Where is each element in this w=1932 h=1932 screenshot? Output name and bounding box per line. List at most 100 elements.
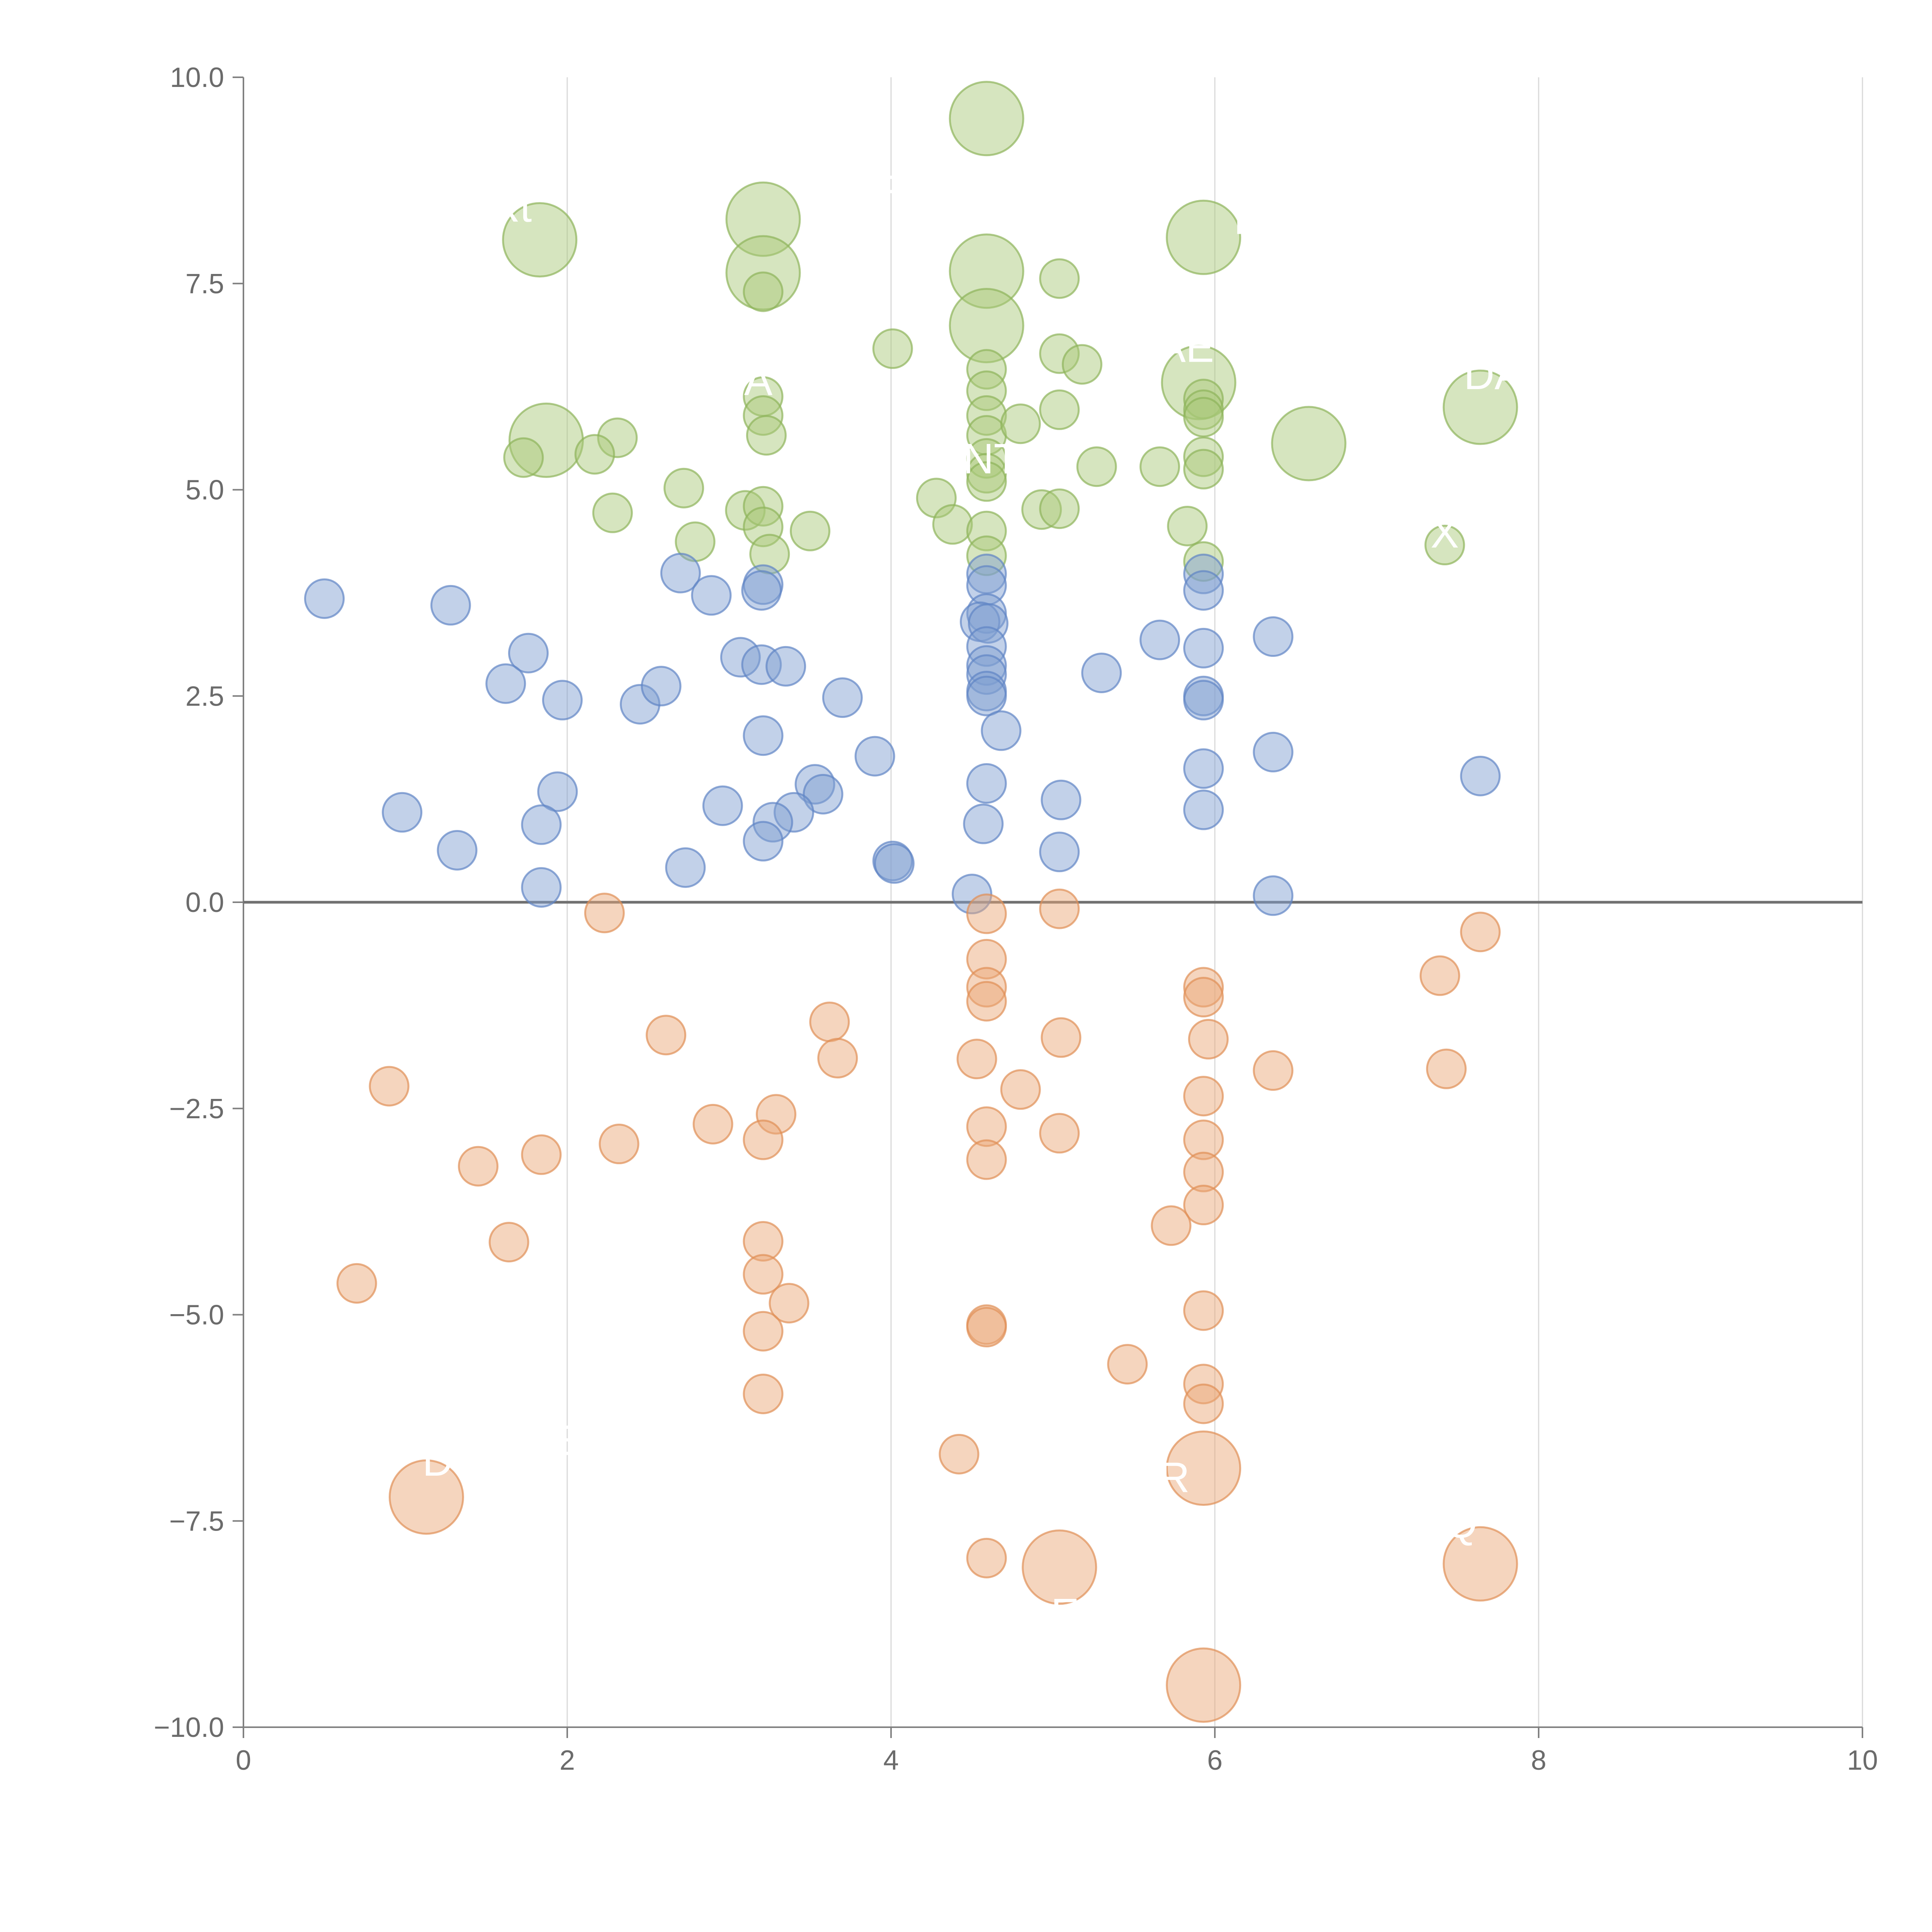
- data-point-blue: [702, 785, 743, 826]
- data-point-orange: [521, 1134, 562, 1175]
- data-point-orange: [1183, 1151, 1224, 1192]
- data-point-orange: [743, 1119, 784, 1160]
- y-tick-label: 5.0: [185, 475, 224, 506]
- y-tick-label: −5.0: [169, 1300, 224, 1331]
- data-point-orange: [388, 1459, 464, 1535]
- data-point-green: [1167, 505, 1208, 546]
- data-point-orange: [743, 1254, 784, 1295]
- x-tick-label: 0: [236, 1745, 251, 1776]
- data-point-blue: [966, 654, 1007, 695]
- data-point-green: [1183, 397, 1224, 438]
- data-point-green: [503, 437, 544, 478]
- data-point-blue: [1253, 616, 1294, 657]
- data-point-blue: [743, 715, 784, 756]
- data-point-blue: [803, 774, 844, 815]
- data-point-orange: [1022, 1529, 1097, 1605]
- x-tick-label: 2: [560, 1745, 575, 1776]
- data-point-blue: [854, 736, 895, 777]
- data-point-orange: [1183, 1383, 1224, 1424]
- data-point-green: [746, 415, 787, 456]
- x-tick-label: 8: [1531, 1745, 1546, 1776]
- data-point-blue: [822, 677, 863, 718]
- annotation-label: DE: [1020, 1590, 1079, 1638]
- data-point-orange: [966, 893, 1007, 934]
- y-tick-label: 7.5: [185, 269, 224, 299]
- data-point-green: [1000, 403, 1041, 444]
- y-tick-label: 10.0: [170, 62, 224, 93]
- annotation-label: LE: [533, 1417, 585, 1464]
- data-point-green: [966, 535, 1007, 576]
- data-point-green: [663, 468, 704, 509]
- data-point-blue: [1039, 832, 1080, 872]
- data-point-blue: [537, 771, 578, 812]
- data-point-green: [1039, 488, 1080, 529]
- data-point-green: [1021, 489, 1062, 530]
- data-point-blue: [765, 646, 806, 687]
- data-point-green: [1161, 345, 1236, 420]
- data-point-blue: [966, 763, 1007, 804]
- data-point-orange: [1183, 977, 1224, 1018]
- data-point-orange: [966, 967, 1007, 1008]
- data-point-blue: [1183, 789, 1224, 830]
- data-point-green: [1183, 436, 1224, 477]
- y-tick-label: −10.0: [154, 1712, 224, 1743]
- data-point-orange: [488, 1222, 529, 1263]
- data-point-green: [743, 507, 784, 548]
- data-point-green: [1271, 406, 1347, 481]
- data-point-orange: [817, 1038, 858, 1079]
- data-point-green: [1442, 369, 1518, 445]
- data-point-blue: [641, 666, 682, 707]
- data-point-blue: [665, 847, 706, 888]
- data-point-orange: [966, 1307, 1007, 1348]
- data-point-blue: [1253, 875, 1294, 916]
- data-point-blue: [304, 578, 345, 619]
- data-point-orange: [1188, 1019, 1229, 1060]
- data-point-blue: [620, 684, 661, 725]
- data-point-orange: [1460, 912, 1501, 952]
- data-point-blue: [872, 840, 913, 881]
- data-point-orange: [1442, 1526, 1518, 1602]
- data-point-green: [949, 233, 1024, 309]
- data-point-green: [949, 81, 1024, 156]
- x-tick-label: 10: [1847, 1745, 1878, 1776]
- data-point-green: [725, 181, 801, 257]
- data-point-green: [502, 202, 578, 278]
- annotation-label: Rt: [489, 184, 532, 231]
- data-point-orange: [966, 1139, 1007, 1180]
- data-point-blue: [1183, 553, 1224, 594]
- data-point-green: [1183, 449, 1224, 490]
- annotation-label: Q: [1444, 1499, 1478, 1547]
- data-point-blue: [485, 663, 526, 704]
- data-point-blue: [430, 585, 471, 626]
- data-point-blue: [1253, 731, 1294, 772]
- data-point-blue: [691, 575, 732, 616]
- annotation-label: F: [878, 167, 904, 214]
- y-tick-label: −7.5: [169, 1506, 224, 1537]
- data-point-blue: [521, 804, 562, 845]
- data-point-orange: [966, 1106, 1007, 1147]
- data-point-orange: [1183, 1290, 1224, 1331]
- data-point-orange: [743, 1373, 784, 1414]
- data-point-blue: [1183, 748, 1224, 789]
- data-point-blue: [382, 792, 423, 833]
- data-point-blue: [1139, 619, 1180, 660]
- data-point-green: [574, 434, 615, 475]
- annotation-label: D: [422, 1437, 453, 1485]
- data-point-orange: [1183, 1076, 1224, 1117]
- data-point-green: [949, 288, 1024, 364]
- data-point-green: [790, 510, 830, 551]
- data-point-green: [916, 478, 957, 519]
- data-point-orange: [1039, 1113, 1080, 1154]
- data-point-green: [1061, 344, 1102, 385]
- data-point-green: [1039, 258, 1080, 299]
- data-point-orange: [458, 1146, 499, 1187]
- data-point-green: [743, 271, 784, 312]
- data-point-green: [725, 490, 766, 531]
- data-point-blue: [952, 874, 992, 915]
- data-point-orange: [1039, 888, 1080, 929]
- y-tick-label: 2.5: [185, 681, 224, 712]
- data-point-orange: [756, 1094, 797, 1135]
- data-point-orange: [1000, 1069, 1041, 1110]
- data-point-orange: [743, 1221, 784, 1262]
